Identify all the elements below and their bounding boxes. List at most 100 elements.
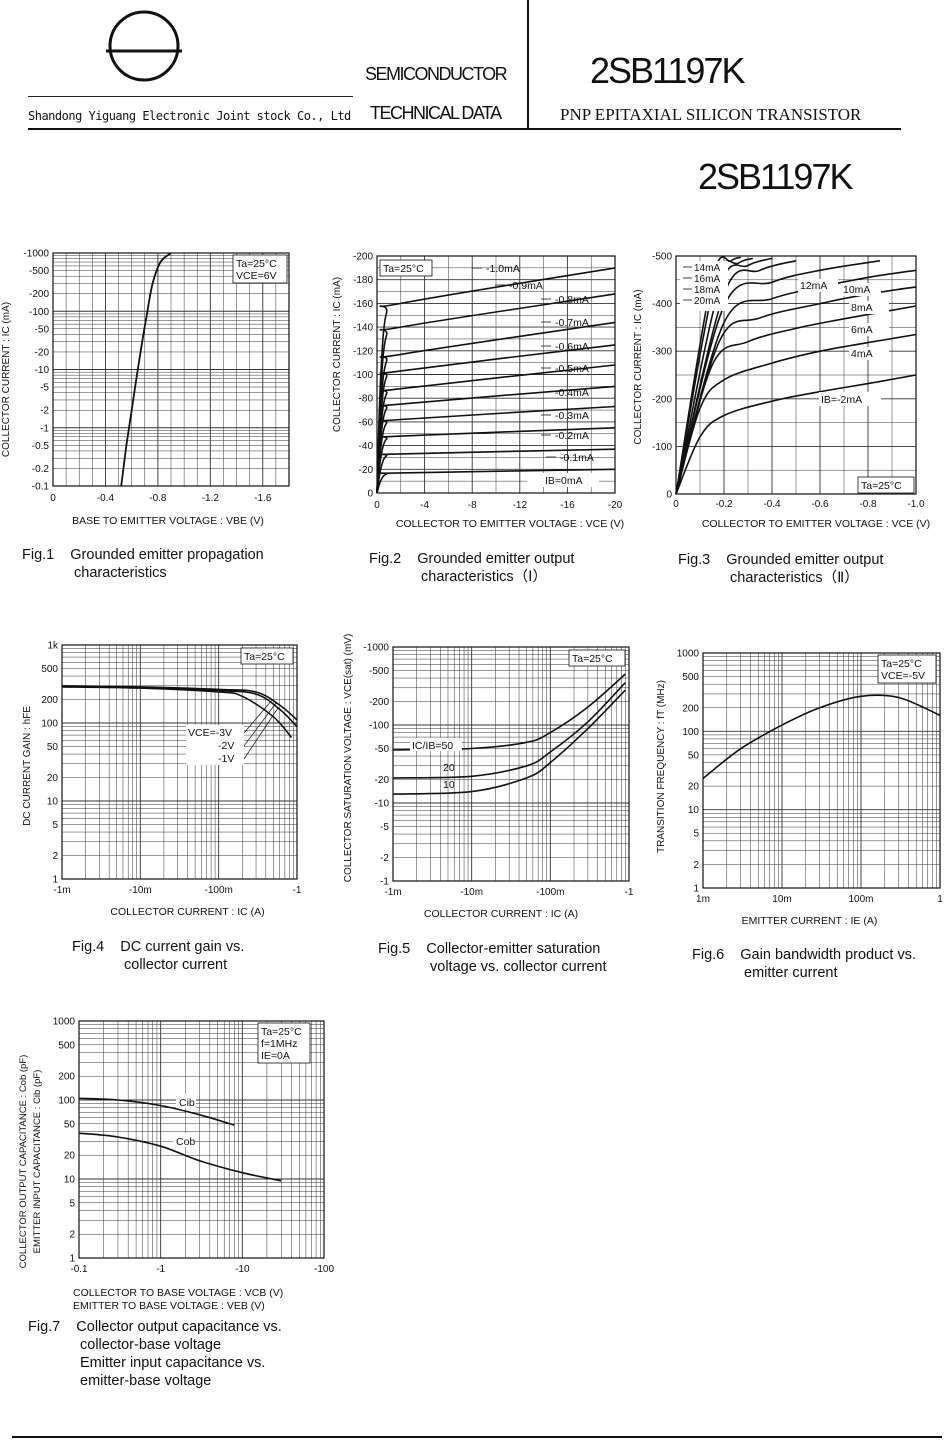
y-tick-label: 0	[367, 489, 373, 500]
x-tick-label: -8	[468, 500, 477, 511]
chart-fig3: -500 -400 -300 -200 -100 00 -0.2 -0.4 -0.6 -0.8 -1…	[633, 252, 930, 531]
y-tick-label: -2	[40, 406, 49, 417]
leader-line	[243, 699, 273, 734]
y-tick-label: -0.2	[32, 464, 50, 475]
legend-box	[877, 654, 937, 684]
x-tick-label: -1	[625, 887, 634, 898]
y-tick-label: 50	[688, 750, 700, 761]
curve-label: 20	[443, 762, 455, 774]
x-tick-label: -20	[608, 500, 623, 511]
label-bg	[849, 323, 889, 336]
x-tick-label: -1	[156, 1264, 165, 1275]
y-tick-label: 100	[682, 727, 699, 738]
curve-label: -1V	[218, 753, 234, 765]
header-top-line	[28, 96, 353, 97]
x-tick-label: -4	[420, 500, 429, 511]
x-tick-label: 1m	[696, 894, 710, 905]
x-tick-label: -100	[314, 1264, 334, 1275]
curve-label: -0.4mA	[555, 387, 589, 399]
y-tick-label: -20	[359, 465, 374, 476]
y-tick-label: 1	[52, 875, 58, 886]
series-line	[78, 1132, 282, 1182]
caption-fig6-line1: Gain bandwidth product vs.	[740, 947, 916, 963]
curve-label: -0.6mA	[555, 341, 589, 353]
label-bg	[680, 261, 728, 311]
part-number-top: 2SB1197K	[590, 50, 745, 91]
y-tick-label: 5	[69, 1198, 75, 1209]
company-name: Shandong Yiguang Electronic Joint stock …	[28, 109, 351, 123]
curve-label-ib: IB=-2mA	[821, 394, 862, 406]
series-line	[392, 689, 626, 795]
y-axis-label-2: EMITTER INPUT CAPACITANCE : Cib (pF)	[32, 1070, 43, 1254]
y-tick-label: -10	[375, 799, 390, 810]
x-axis-label: BASE TO EMITTER VOLTAGE : VBE (V)	[72, 515, 264, 527]
x-axis-label-2: EMITTER TO BASE VOLTAGE : VEB (V)	[73, 1300, 265, 1312]
transistor-description: PNP EPITAXIAL SILICON TRANSISTOR	[560, 105, 862, 124]
series-line	[61, 685, 298, 728]
plot-frame	[78, 1020, 325, 1259]
header-rule	[28, 128, 901, 130]
label-bg	[849, 301, 889, 314]
y-tick-label: -200	[652, 394, 672, 405]
caption-fig4-line1: DC current gain vs.	[120, 939, 245, 955]
curve-label: -0.2mA	[555, 430, 589, 442]
x-axis-label: COLLECTOR TO EMITTER VOLTAGE : VCE (V)	[396, 518, 624, 530]
x-tick-label: -1.6	[254, 493, 272, 504]
label-bg	[798, 279, 838, 292]
y-tick-label: 1	[693, 884, 699, 895]
caption-fig1-line2: characteristics	[74, 565, 167, 581]
curve-label: VCE=-3V	[188, 727, 232, 739]
y-tick-label: -160	[353, 299, 373, 310]
caption-fig2-line1: Grounded emitter output	[417, 551, 575, 567]
footer-rule	[12, 1436, 942, 1438]
legend-box	[857, 476, 915, 494]
series-line	[376, 448, 616, 494]
y-tick-label: -1	[380, 877, 389, 888]
curve-label: -0.8mA	[555, 294, 589, 306]
label-bg	[849, 347, 889, 360]
caption-fig3-num: Fig.3	[678, 552, 711, 568]
curve-label: Cob	[176, 1136, 195, 1148]
leader-line	[243, 702, 277, 747]
x-tick-label: 1	[937, 894, 943, 905]
y-axis-label: COLLECTOR OUTPUT CAPACITANCE : Cob (pF)	[18, 1055, 29, 1269]
y-tick-label: -500	[652, 252, 672, 263]
label-bg	[819, 392, 881, 406]
series-line	[376, 468, 616, 494]
x-tick-label: -16	[560, 500, 575, 511]
y-tick-label: -400	[652, 299, 672, 310]
x-tick-label: -10	[235, 1264, 250, 1275]
caption-fig4-num: Fig.4	[72, 939, 105, 955]
chart-fig4: 1k 500 200 100 50 20 10 5 2 1-1m -10m -100m -1 Ta=25°…	[22, 641, 302, 919]
curve-label: -0.1mA	[560, 452, 594, 464]
y-tick-label: -100	[652, 442, 672, 453]
y-axis-label: COLLECTOR SATURATION VOLTAGE : VCE(sat) …	[343, 634, 354, 883]
legend-label: Ta=25°C	[383, 263, 424, 275]
legend-label: f=1MHz	[261, 1038, 297, 1050]
y-tick-label: -1	[40, 423, 49, 434]
y-tick-label: 100	[41, 719, 58, 730]
series-line	[61, 685, 298, 721]
curve-label: 8mA	[851, 302, 873, 314]
y-tick-label: -300	[652, 347, 672, 358]
legend-label: IE=0A	[261, 1050, 290, 1062]
legend-box	[257, 1022, 311, 1064]
y-tick-label: -5	[40, 383, 49, 394]
x-tick-label: -0.4	[97, 493, 115, 504]
y-tick-label: 1	[69, 1254, 75, 1265]
legend-label: Ta=25°C	[236, 258, 277, 270]
legend-box	[240, 647, 294, 665]
x-tick-label: -10m	[460, 887, 483, 898]
x-axis-label: EMITTER CURRENT : IE (A)	[742, 915, 878, 927]
x-tick-label: -1	[293, 885, 302, 896]
series-line	[675, 374, 917, 495]
y-tick-label: -0.1	[32, 482, 50, 493]
y-tick-label: 1000	[53, 1017, 76, 1028]
series-line	[702, 694, 941, 780]
y-tick-label: 0	[666, 490, 672, 501]
x-axis-label: COLLECTOR TO EMITTER VOLTAGE : VCE (V)	[702, 518, 930, 530]
series-line	[392, 682, 626, 779]
series-line	[675, 269, 917, 495]
